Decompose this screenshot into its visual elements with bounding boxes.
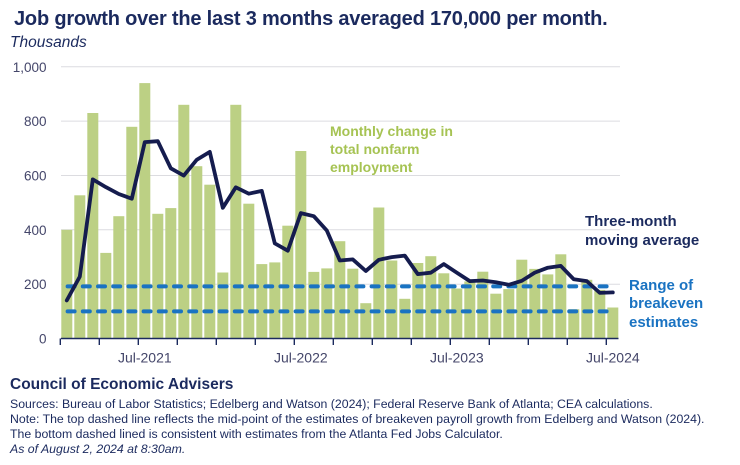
svg-text:0: 0 bbox=[39, 332, 47, 347]
svg-text:400: 400 bbox=[24, 223, 47, 238]
svg-text:200: 200 bbox=[24, 277, 47, 292]
svg-text:Jul-2022: Jul-2022 bbox=[274, 350, 328, 366]
svg-text:600: 600 bbox=[24, 169, 47, 184]
svg-text:Jul-2024: Jul-2024 bbox=[586, 350, 640, 366]
svg-text:1,000: 1,000 bbox=[13, 60, 47, 75]
svg-text:800: 800 bbox=[24, 114, 47, 129]
svg-text:Jul-2021: Jul-2021 bbox=[118, 350, 172, 366]
svg-text:Jul-2023: Jul-2023 bbox=[430, 350, 484, 366]
